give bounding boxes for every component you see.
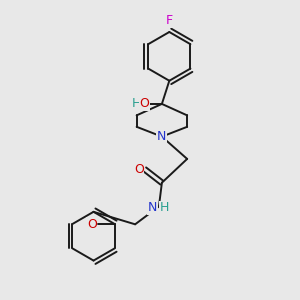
Text: F: F (166, 14, 173, 27)
Text: O: O (87, 218, 97, 230)
Text: N: N (157, 130, 167, 143)
Text: H: H (160, 202, 169, 214)
Text: H: H (132, 98, 141, 110)
Text: O: O (140, 98, 149, 110)
Text: N: N (148, 202, 157, 214)
Text: O: O (134, 163, 144, 176)
